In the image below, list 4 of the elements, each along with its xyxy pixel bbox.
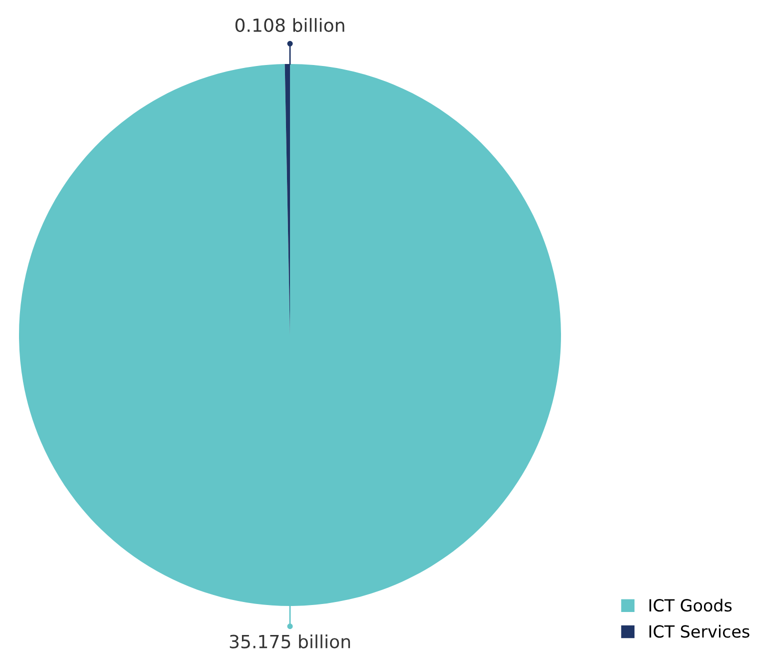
data-label: 35.175 billion bbox=[230, 634, 350, 648]
legend-label: ICT Goods bbox=[649, 598, 732, 612]
data-label: 0.108 billion bbox=[235, 18, 344, 32]
legend-label: ICT Services bbox=[649, 624, 750, 638]
